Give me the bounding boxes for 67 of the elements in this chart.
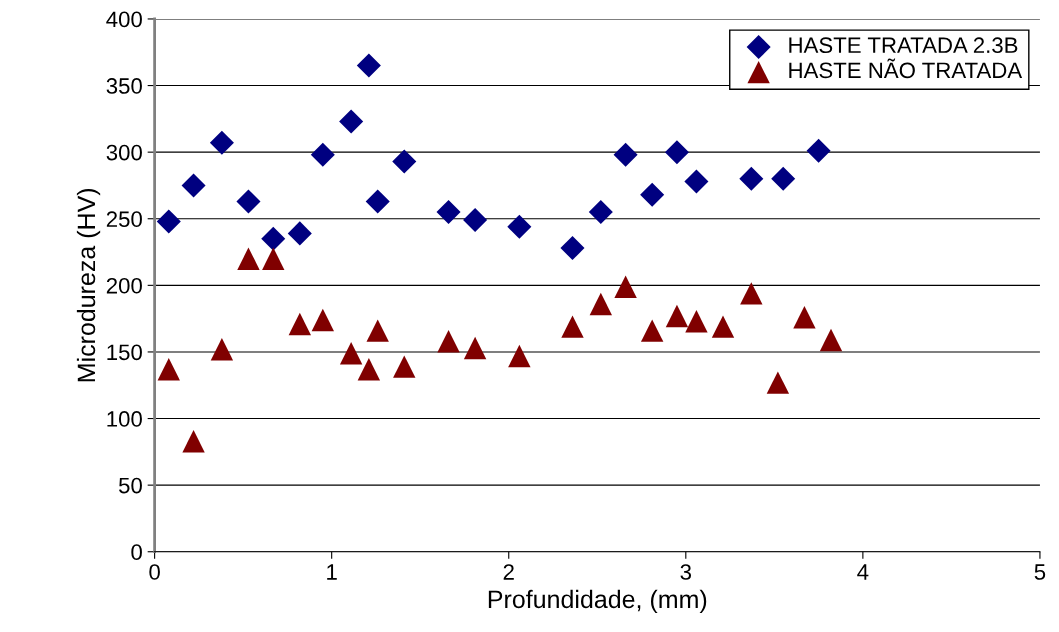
point [614,275,637,298]
point [311,308,335,332]
point [339,342,363,365]
y-tick-label: 150 [107,344,142,361]
x-tick-label: 5 [1034,564,1046,580]
point [664,140,689,165]
point [339,109,364,134]
point [236,189,261,214]
point [237,247,260,270]
point [560,236,585,261]
y-tick-label: 200 [106,277,142,294]
point [507,214,532,239]
point [262,247,285,270]
point [771,166,796,191]
point [365,189,390,214]
x-tick-label: 2 [503,564,514,580]
legend-label: HASTE NÃO TRATADA [789,58,1023,79]
x-axis-title: Profundidade, (mm) [488,589,707,614]
point [437,330,460,353]
point [819,328,843,352]
point [356,53,381,78]
point [463,336,487,360]
point [393,355,416,378]
legend-label: HASTE TRATADA 2.3B [789,37,1018,54]
point [640,182,665,207]
x-tick-label: 1 [327,564,337,580]
x-tick-label: 0 [149,564,160,580]
point [156,209,181,234]
y-tick-label: 50 [118,477,142,494]
point [793,306,816,329]
point [436,200,461,225]
point [561,315,584,338]
y-tick-label: 100 [107,411,142,427]
y-tick-label: 400 [106,11,142,28]
x-tick-label: 4 [857,564,869,580]
point [589,292,613,316]
point [684,169,709,194]
point [357,358,381,381]
point [157,358,180,381]
y-axis-title: Microdureza (HV) [76,188,101,382]
point [739,166,764,191]
point [392,149,417,174]
point [685,310,708,333]
y-tick-label: 350 [106,78,142,94]
point [287,221,312,246]
point [310,142,335,167]
point [463,208,488,233]
point [508,344,531,368]
point [740,282,763,305]
point [210,338,234,361]
point [181,173,206,198]
point [766,371,790,394]
point [588,200,613,225]
y-tick-label: 0 [131,544,142,561]
point [640,319,664,342]
point [182,429,205,453]
point [613,142,638,167]
point [288,312,311,336]
point [261,226,286,251]
point [806,138,831,163]
point [665,304,689,328]
y-tick-label: 300 [106,144,142,161]
point [711,315,735,338]
point [366,319,389,342]
point [209,130,234,155]
x-tick-label: 3 [680,564,692,580]
y-tick-label: 250 [106,211,142,228]
